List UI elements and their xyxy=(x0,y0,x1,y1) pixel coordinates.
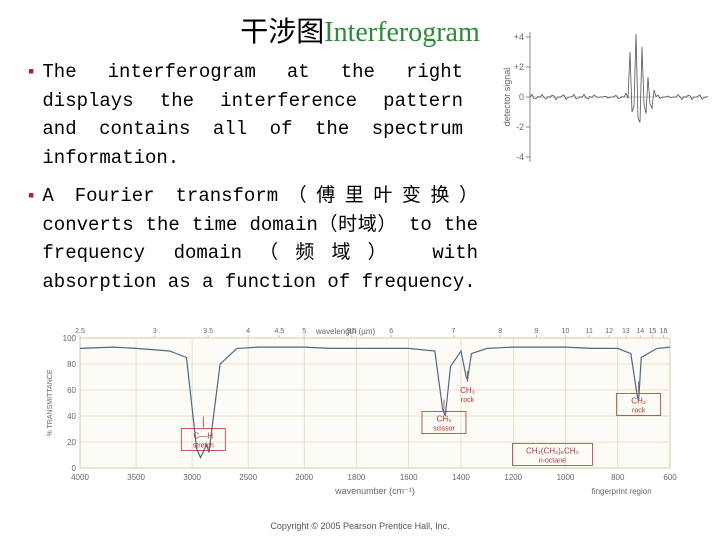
svg-text:CH₃(CH₂)₆CH₃: CH₃(CH₂)₆CH₃ xyxy=(526,446,579,455)
svg-text:9: 9 xyxy=(535,328,539,335)
svg-text:600: 600 xyxy=(663,473,677,482)
svg-text:rock: rock xyxy=(461,397,475,404)
para2-row: ▪ A Fourier transform（傅里叶变换） converts th… xyxy=(28,182,478,296)
svg-text:60: 60 xyxy=(67,386,76,395)
svg-text:3000: 3000 xyxy=(183,473,201,482)
title-en: Interferogram xyxy=(324,17,479,48)
svg-text:7: 7 xyxy=(451,328,455,335)
svg-text:15: 15 xyxy=(649,328,657,335)
svg-text:CH₂: CH₂ xyxy=(631,396,646,405)
svg-text:2.5: 2.5 xyxy=(75,328,85,335)
interferogram-chart: +4 +2 0 -2 -4 detector signal xyxy=(502,22,712,172)
svg-text:800: 800 xyxy=(611,473,625,482)
svg-text:% TRANSMITTANCE: % TRANSMITTANCE xyxy=(47,369,54,436)
svg-text:n-octane: n-octane xyxy=(539,457,566,464)
svg-text:CH₂: CH₂ xyxy=(437,415,452,424)
svg-text:11: 11 xyxy=(586,328,593,335)
svg-text:-4: -4 xyxy=(516,152,524,162)
svg-text:+2: +2 xyxy=(514,62,524,72)
p2-cn1: （傅里叶变换） xyxy=(278,185,478,206)
svg-text:3.5: 3.5 xyxy=(203,328,213,335)
copyright: Copyright © 2005 Pearson Prentice Hall, … xyxy=(0,516,720,534)
svg-text:2500: 2500 xyxy=(239,473,257,482)
svg-text:10: 10 xyxy=(562,328,570,335)
ir-spectrum-chart: 100 80 60 40 20 04000 3500 3000 2500 2000 1800 1600… xyxy=(40,326,690,506)
svg-text:5: 5 xyxy=(302,328,306,335)
svg-text:1200: 1200 xyxy=(504,473,522,482)
svg-text:14: 14 xyxy=(636,328,644,335)
svg-text:+4: +4 xyxy=(514,32,524,42)
svg-text:1800: 1800 xyxy=(348,473,366,482)
svg-text:-2: -2 xyxy=(516,122,524,132)
svg-text:16: 16 xyxy=(660,328,668,335)
svg-text:wavelength (µm): wavelength (µm) xyxy=(315,327,376,336)
svg-text:3: 3 xyxy=(153,328,157,335)
p2-cn3: （频域） xyxy=(242,242,404,263)
svg-text:C—H: C—H xyxy=(194,432,214,441)
svg-text:3500: 3500 xyxy=(127,473,145,482)
p2-b: converts the time domain xyxy=(42,214,317,236)
title-cn: 干涉图 xyxy=(240,17,324,48)
svg-text:8: 8 xyxy=(498,328,502,335)
svg-text:4: 4 xyxy=(246,328,250,335)
svg-text:CH₃: CH₃ xyxy=(460,386,475,395)
svg-text:fingerprint region: fingerprint region xyxy=(592,487,652,496)
svg-text:1400: 1400 xyxy=(452,473,470,482)
svg-text:13: 13 xyxy=(622,328,630,335)
svg-text:100: 100 xyxy=(63,334,77,343)
svg-text:20: 20 xyxy=(67,438,76,447)
para2: A Fourier transform（傅里叶变换） converts the … xyxy=(42,182,478,296)
svg-text:wavenumber (cm⁻¹): wavenumber (cm⁻¹) xyxy=(334,486,415,496)
svg-text:0: 0 xyxy=(519,92,524,102)
svg-text:1600: 1600 xyxy=(400,473,418,482)
para1-row: ▪ The interferogram at the right display… xyxy=(28,58,463,172)
svg-text:0: 0 xyxy=(72,464,77,473)
svg-text:4000: 4000 xyxy=(71,473,89,482)
copyright-text: Copyright © 2005 Pearson Prentice Hall, … xyxy=(270,521,449,531)
svg-text:6: 6 xyxy=(389,328,393,335)
svg-text:12: 12 xyxy=(605,328,613,335)
svg-text:2000: 2000 xyxy=(295,473,313,482)
bullet-icon: ▪ xyxy=(28,58,34,85)
svg-text:1000: 1000 xyxy=(557,473,575,482)
p2-a: A Fourier transform xyxy=(42,185,278,207)
svg-text:80: 80 xyxy=(67,360,76,369)
svg-text:40: 40 xyxy=(67,412,76,421)
svg-text:stretch: stretch xyxy=(193,443,214,450)
para1: The interferogram at the right displays … xyxy=(42,58,463,172)
bullet-icon: ▪ xyxy=(28,182,34,209)
p2-cn2: （时域） xyxy=(318,214,397,235)
svg-text:detector signal: detector signal xyxy=(502,68,512,127)
svg-text:4.5: 4.5 xyxy=(274,328,284,335)
svg-text:rock: rock xyxy=(632,407,646,414)
svg-text:scissor: scissor xyxy=(433,426,455,433)
